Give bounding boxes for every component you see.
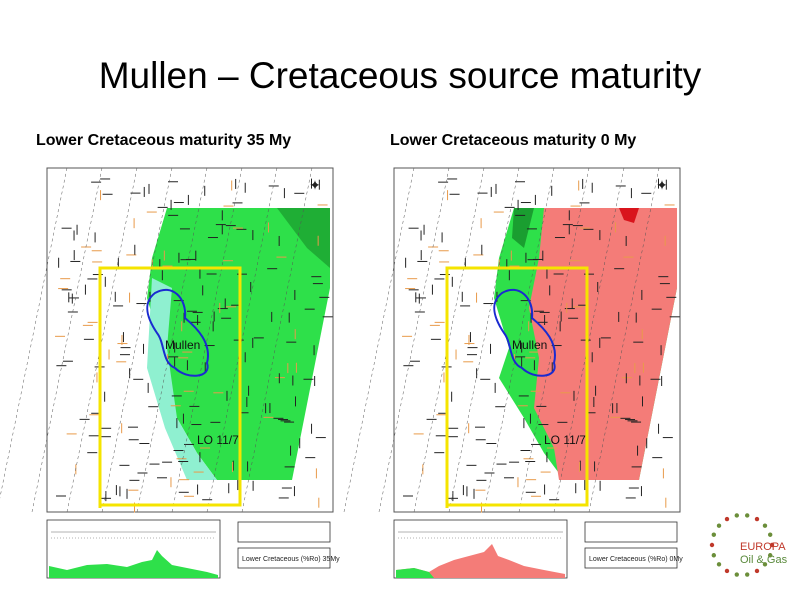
map-panel: Mullen LO 11/7 ✦ — [343, 167, 681, 513]
logo-dot — [762, 562, 768, 567]
map-panel: Mullen LO 11/7 ✦ — [0, 167, 334, 513]
legend-text: Lower Cretaceous (%Ro) 0My — [589, 556, 683, 563]
maturity-zone — [512, 208, 534, 248]
diagonal-line — [413, 167, 485, 513]
logo-dot — [716, 523, 722, 528]
logo-dot — [709, 542, 715, 548]
north-arrow: ✦ — [309, 177, 321, 193]
maturity-zone — [529, 208, 677, 480]
histogram — [396, 568, 434, 578]
diagonal-line — [518, 167, 590, 513]
panel-heading: Lower Cretaceous maturity 35 My — [36, 132, 291, 149]
licence-block — [98, 266, 242, 507]
logo-tagline: Oil & Gas — [740, 554, 788, 566]
diagonal-line — [136, 167, 208, 513]
diagonal-line — [343, 167, 415, 513]
logo-dot — [745, 572, 750, 577]
logo-dot — [724, 568, 730, 574]
diagonal-line — [588, 167, 660, 513]
diagonal-line — [448, 167, 520, 513]
diagonal-line — [378, 167, 450, 513]
field-outline — [146, 288, 209, 377]
panel-heading: Lower Cretaceous maturity 0 My — [390, 132, 636, 149]
maturity-zone — [619, 208, 639, 223]
scale-box — [237, 521, 331, 543]
licence-block — [445, 266, 589, 507]
slide-title: Mullen – Cretaceous source maturity — [99, 55, 702, 96]
logo-dot — [734, 572, 739, 577]
field-outline — [493, 288, 556, 377]
logo-dot — [754, 516, 760, 522]
licence-label: LO 11/7 — [544, 433, 586, 447]
diagonal-line — [206, 167, 278, 513]
logo-dot — [754, 568, 760, 574]
legend-text-box — [584, 547, 678, 569]
legend-text: Lower Cretaceous (%Ro) 35My — [242, 556, 340, 563]
diagonal-line — [241, 167, 313, 513]
diagonal-line — [101, 167, 173, 513]
logo-dot — [769, 542, 775, 548]
logo-dot — [716, 562, 722, 567]
logo-name: EUROPA — [740, 541, 786, 553]
diagonal-line — [553, 167, 625, 513]
histogram — [396, 544, 565, 578]
logo-dot — [711, 553, 717, 558]
logo-dot — [745, 513, 750, 518]
licence-label: LO 11/7 — [197, 433, 239, 447]
histogram — [49, 550, 218, 578]
scale-box — [584, 521, 678, 543]
map-legend: Lower Cretaceous (%Ro) 35My — [46, 519, 340, 579]
legend-text-box — [237, 547, 331, 569]
maturity-zone — [147, 278, 217, 480]
maturity-zone — [277, 208, 330, 268]
logo-dot — [711, 532, 717, 537]
logo-dot — [762, 523, 768, 528]
field-label: Mullen — [165, 338, 200, 352]
logo-dot — [767, 553, 773, 558]
north-arrow: ✦ — [656, 177, 668, 193]
diagonal-line — [66, 167, 138, 513]
diagonal-line — [0, 167, 68, 499]
logo-dot — [734, 513, 739, 518]
logo-dot — [724, 516, 730, 522]
logo-dot — [767, 532, 773, 537]
logo: EUROPA Oil & Gas — [709, 513, 788, 577]
field-label: Mullen — [512, 338, 547, 352]
diagonal-line — [171, 167, 243, 513]
map-legend: Lower Cretaceous (%Ro) 0My — [393, 519, 683, 579]
diagonal-line — [483, 167, 555, 513]
diagonal-line — [31, 167, 103, 513]
